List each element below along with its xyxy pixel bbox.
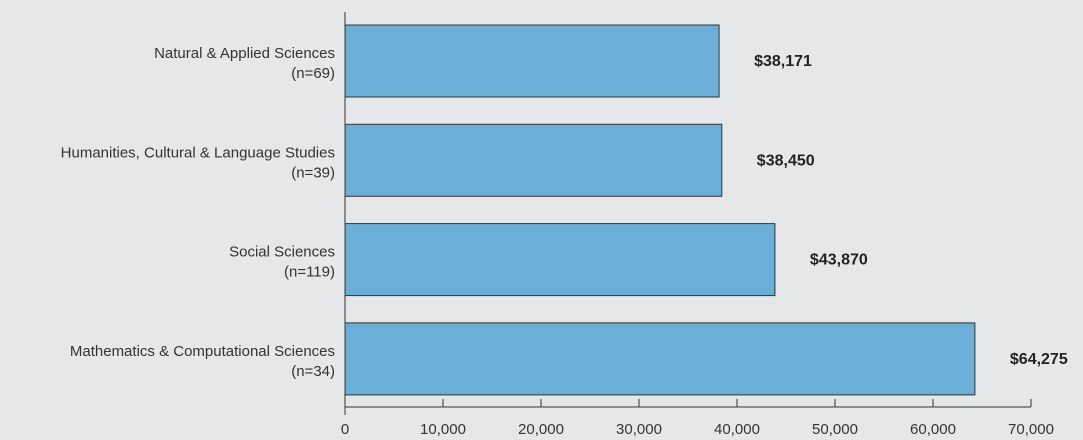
- bar: [344, 24, 720, 98]
- axes-group: 0 10,000 20,000 30,000 40,000 50,000 60,000 70,…: [341, 12, 1054, 438]
- category-label: Natural & Applied Sciences: [154, 45, 335, 62]
- category-label: Humanities, Cultural & Language Studies: [61, 144, 335, 161]
- value-label: $43,870: [810, 252, 868, 269]
- x-tick-label: 70,000: [1008, 421, 1054, 438]
- value-label: $38,171: [754, 53, 812, 70]
- category-count-label: (n=39): [291, 164, 335, 181]
- category-count-label: (n=34): [291, 363, 335, 380]
- category-count-label: (n=69): [291, 65, 335, 82]
- x-tick-label: 50,000: [812, 421, 858, 438]
- category-count-label: (n=119): [284, 264, 335, 281]
- value-label: $38,450: [757, 152, 815, 169]
- bars-group: [344, 24, 976, 396]
- bar: [344, 223, 776, 297]
- value-label: $64,275: [1010, 351, 1068, 368]
- x-tick-label: 40,000: [714, 421, 760, 438]
- x-tick-label: 20,000: [518, 421, 564, 438]
- labels-group: Natural & Applied Sciences (n=69) $38,171 H…: [61, 45, 1068, 380]
- bar: [344, 123, 723, 197]
- x-tick-label: 10,000: [420, 421, 466, 438]
- x-tick-label: 30,000: [616, 421, 662, 438]
- x-tick-label: 60,000: [910, 421, 956, 438]
- x-tick-label: 0: [341, 421, 349, 438]
- bar: [344, 322, 976, 396]
- category-label: Mathematics & Computational Sciences: [70, 343, 335, 360]
- category-label: Social Sciences: [229, 244, 335, 261]
